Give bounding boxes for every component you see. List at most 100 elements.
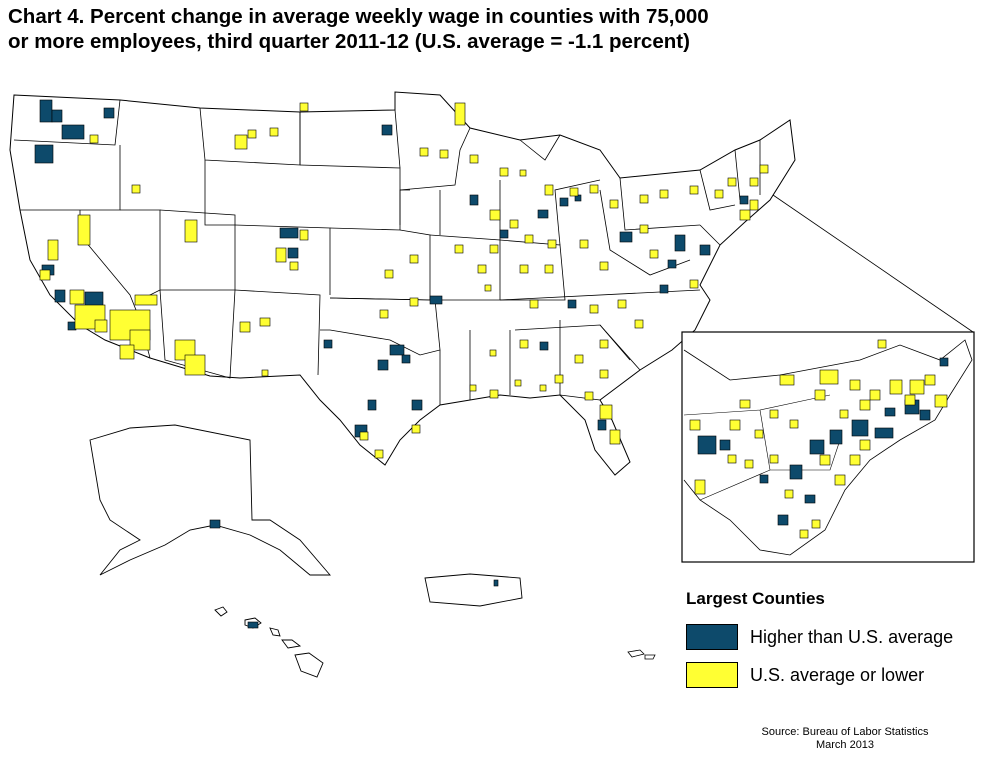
county-lower [184,219,198,243]
county-lower [411,424,421,434]
county-higher [851,419,869,437]
county-higher [499,229,509,239]
county-higher [209,519,221,529]
county-higher [919,409,931,421]
county-higher [539,341,549,351]
county-lower [904,394,916,406]
county-lower [484,284,492,292]
county-lower [849,454,861,466]
county-lower [47,239,59,261]
county-lower [469,154,479,164]
county-lower [379,309,389,319]
source-line: Source: Bureau of Labor Statistics [761,726,929,738]
county-lower [489,209,501,221]
county-lower [259,317,271,327]
county-lower [849,379,861,391]
county-higher [287,247,299,259]
county-lower [454,102,466,126]
county-lower [269,127,279,137]
county-higher [61,124,85,140]
chart-title-line-1: Chart 4. Percent change in average weekl… [8,5,709,28]
county-higher [39,99,53,123]
callout-line [772,194,974,333]
county-higher [103,107,115,119]
county-lower [359,431,369,441]
counties-higher [34,99,949,629]
county-lower [689,419,701,431]
county-lower [754,429,764,439]
county-higher [697,435,717,455]
county-lower [599,261,609,271]
county-higher [367,399,377,411]
county-higher [804,494,816,504]
county-lower [554,374,564,384]
county-lower [609,429,621,445]
county-lower [779,374,795,386]
county-lower [924,374,936,386]
county-lower [239,321,251,333]
county-higher [597,419,607,431]
county-lower [749,199,759,211]
county-lower [275,247,287,263]
county-lower [834,474,846,486]
county-lower [409,297,419,307]
county-lower [39,269,51,281]
county-lower [739,209,751,221]
county-lower [509,219,519,229]
county-lower [261,369,269,377]
county-higher [469,194,479,206]
county-lower [877,339,887,349]
county-higher [809,439,825,455]
county-lower [694,479,706,495]
county-lower [519,169,527,177]
county-lower [419,147,429,157]
county-lower [739,399,751,409]
county-higher [659,284,669,294]
county-lower [599,339,609,349]
county-higher [493,579,499,587]
county-lower [499,167,509,177]
county-lower [489,389,499,399]
county-lower [374,449,384,459]
county-lower [744,459,754,469]
county-lower [477,264,487,274]
county-lower [859,439,871,451]
county-lower [799,529,809,539]
county-lower [589,304,599,314]
county-lower [289,261,299,271]
county-lower [134,294,158,306]
county-lower [529,299,539,309]
county-higher [323,339,333,349]
county-lower [469,384,477,392]
county-lower [94,319,108,333]
chart-title-line-2: or more employees, third quarter 2011-12… [8,30,690,53]
county-higher [789,464,803,480]
county-lower [574,354,584,364]
county-higher [429,295,443,305]
county-higher [279,227,299,239]
county-lower [514,379,522,387]
county-lower [489,244,499,254]
county-lower [639,194,649,204]
county-lower [569,187,579,197]
county-lower [649,249,659,259]
county-lower [77,214,91,246]
county-lower [727,454,737,464]
county-higher [51,109,63,123]
county-higher [884,407,896,417]
puerto-rico-outline [424,573,523,607]
county-higher [401,354,411,364]
contiguous-us-outline [9,91,796,476]
county-higher [699,244,711,256]
county-higher [411,399,423,411]
county-lower [184,354,206,376]
county-lower [539,384,547,392]
source-date: March 2013 [815,739,875,751]
county-lower [759,164,769,174]
county-lower [299,229,309,241]
county-higher [247,621,259,629]
legend: Largest Counties Higher than U.S. averag… [686,589,976,699]
county-lower [299,102,309,112]
county-lower [714,189,724,199]
county-higher [619,231,633,243]
